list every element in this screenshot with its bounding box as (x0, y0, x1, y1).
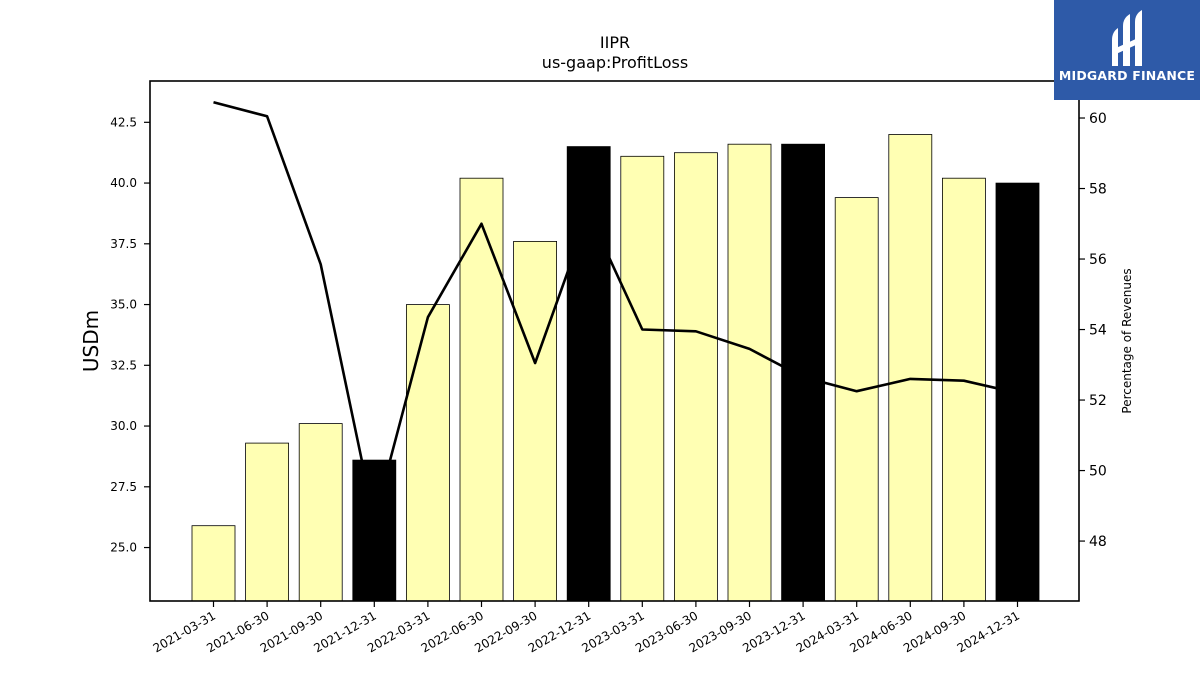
percentage-of-revenues-line (213, 100, 1018, 522)
y-tick-label: 32.5 (110, 358, 137, 372)
y-axis-label: USDm (79, 310, 103, 372)
bar-2022-09-30 (513, 240, 557, 602)
y2-tick-label: 56 (1089, 252, 1107, 268)
logo-mark-icon (1112, 10, 1142, 66)
y2-axis-label: Percentage of Revenues (1120, 268, 1134, 413)
bar-series (191, 134, 1040, 602)
y-tick-label: 25.0 (110, 541, 137, 555)
y-tick-label: 40.0 (110, 176, 137, 190)
y2-tick-label: 48 (1089, 534, 1107, 550)
bar-2021-03-31 (191, 525, 236, 602)
bar-2022-06-30 (459, 177, 504, 602)
y-tick-label: 37.5 (110, 237, 137, 251)
bar-2022-03-31 (405, 304, 450, 602)
plot-frame (149, 80, 1080, 602)
bar-2023-09-30 (727, 143, 772, 602)
bar-2023-12-31 (781, 143, 825, 602)
chart-title: IIPR (600, 33, 630, 52)
bar-2021-09-30 (298, 423, 343, 602)
logo-text: MIDGARD FINANCE (1058, 68, 1196, 83)
y-tick-label: 35.0 (110, 298, 137, 312)
bar-2021-12-31 (352, 459, 397, 602)
y-tick-label: 27.5 (110, 480, 137, 494)
y2-tick-label: 58 (1089, 182, 1107, 198)
y-tick-label: 30.0 (110, 419, 137, 433)
bar-2021-06-30 (245, 442, 290, 602)
y2-tick-label: 60 (1089, 111, 1107, 127)
y2-tick-label: 54 (1089, 323, 1107, 339)
y2-tick-label: 52 (1089, 393, 1107, 409)
y-tick-label: 42.5 (110, 115, 137, 129)
bar-2024-03-31 (834, 197, 879, 602)
right-axis-ticks: 48 50 52 54 56 58 60 (1079, 111, 1107, 550)
brand-logo: MIDGARD FINANCE (1054, 0, 1200, 100)
chart-subtitle: us-gaap:ProfitLoss (542, 53, 688, 72)
left-axis-ticks: 25.0 27.5 30.0 32.5 35.0 37.5 40.0 42.5 (110, 115, 150, 555)
y2-tick-label: 50 (1089, 464, 1107, 480)
bar-2022-12-31 (566, 146, 611, 602)
x-axis-ticks: 2021-03-312021-06-302021-09-302021-12-31… (151, 601, 1022, 655)
bar-2024-09-30 (942, 177, 986, 602)
bar-2023-06-30 (674, 152, 718, 602)
bar-2023-03-31 (620, 155, 665, 602)
bar-2024-06-30 (888, 134, 933, 602)
